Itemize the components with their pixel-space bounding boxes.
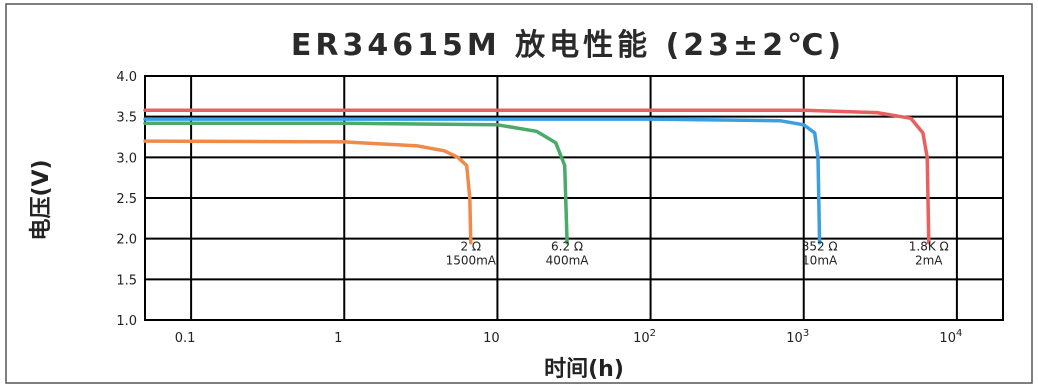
series-annotation: 400mA [546,254,590,268]
series-annotation: 2 Ω [460,240,481,254]
x-tick-label: 1 [334,331,342,346]
y-tick-label: 3.0 [116,151,137,166]
chart-title: ER34615M 放电性能 (23±2℃) [291,28,845,63]
series-annotation: 6.2 Ω [551,240,583,254]
y-tick-label: 2.5 [116,192,137,207]
x-tick-exponent: 3 [803,328,809,339]
series-annotation: 2mA [915,254,943,268]
series-annotation: 1.8K Ω [909,240,949,254]
series-line [143,139,473,245]
x-tick-exponent: 4 [956,328,962,339]
x-axis-label: 时间(h) [544,357,624,382]
series-line [143,117,822,245]
series-line [143,121,569,245]
series-annotation: 1500mA [446,254,497,268]
y-tick-label: 2.0 [116,233,137,248]
series-annotation: 10mA [802,254,838,268]
x-tick-label: 0.1 [175,331,196,346]
series-annotation: 352 Ω [802,240,838,254]
y-axis-label: 电压(V) [29,159,54,240]
y-tick-label: 1.5 [116,273,137,288]
x-tick-exponent: 2 [650,328,656,339]
y-tick-label: 4.0 [116,70,137,85]
x-tick-label: 10 [483,331,500,346]
series-line [143,108,931,245]
y-tick-label: 1.0 [116,314,137,329]
y-tick-label: 3.5 [116,111,137,126]
